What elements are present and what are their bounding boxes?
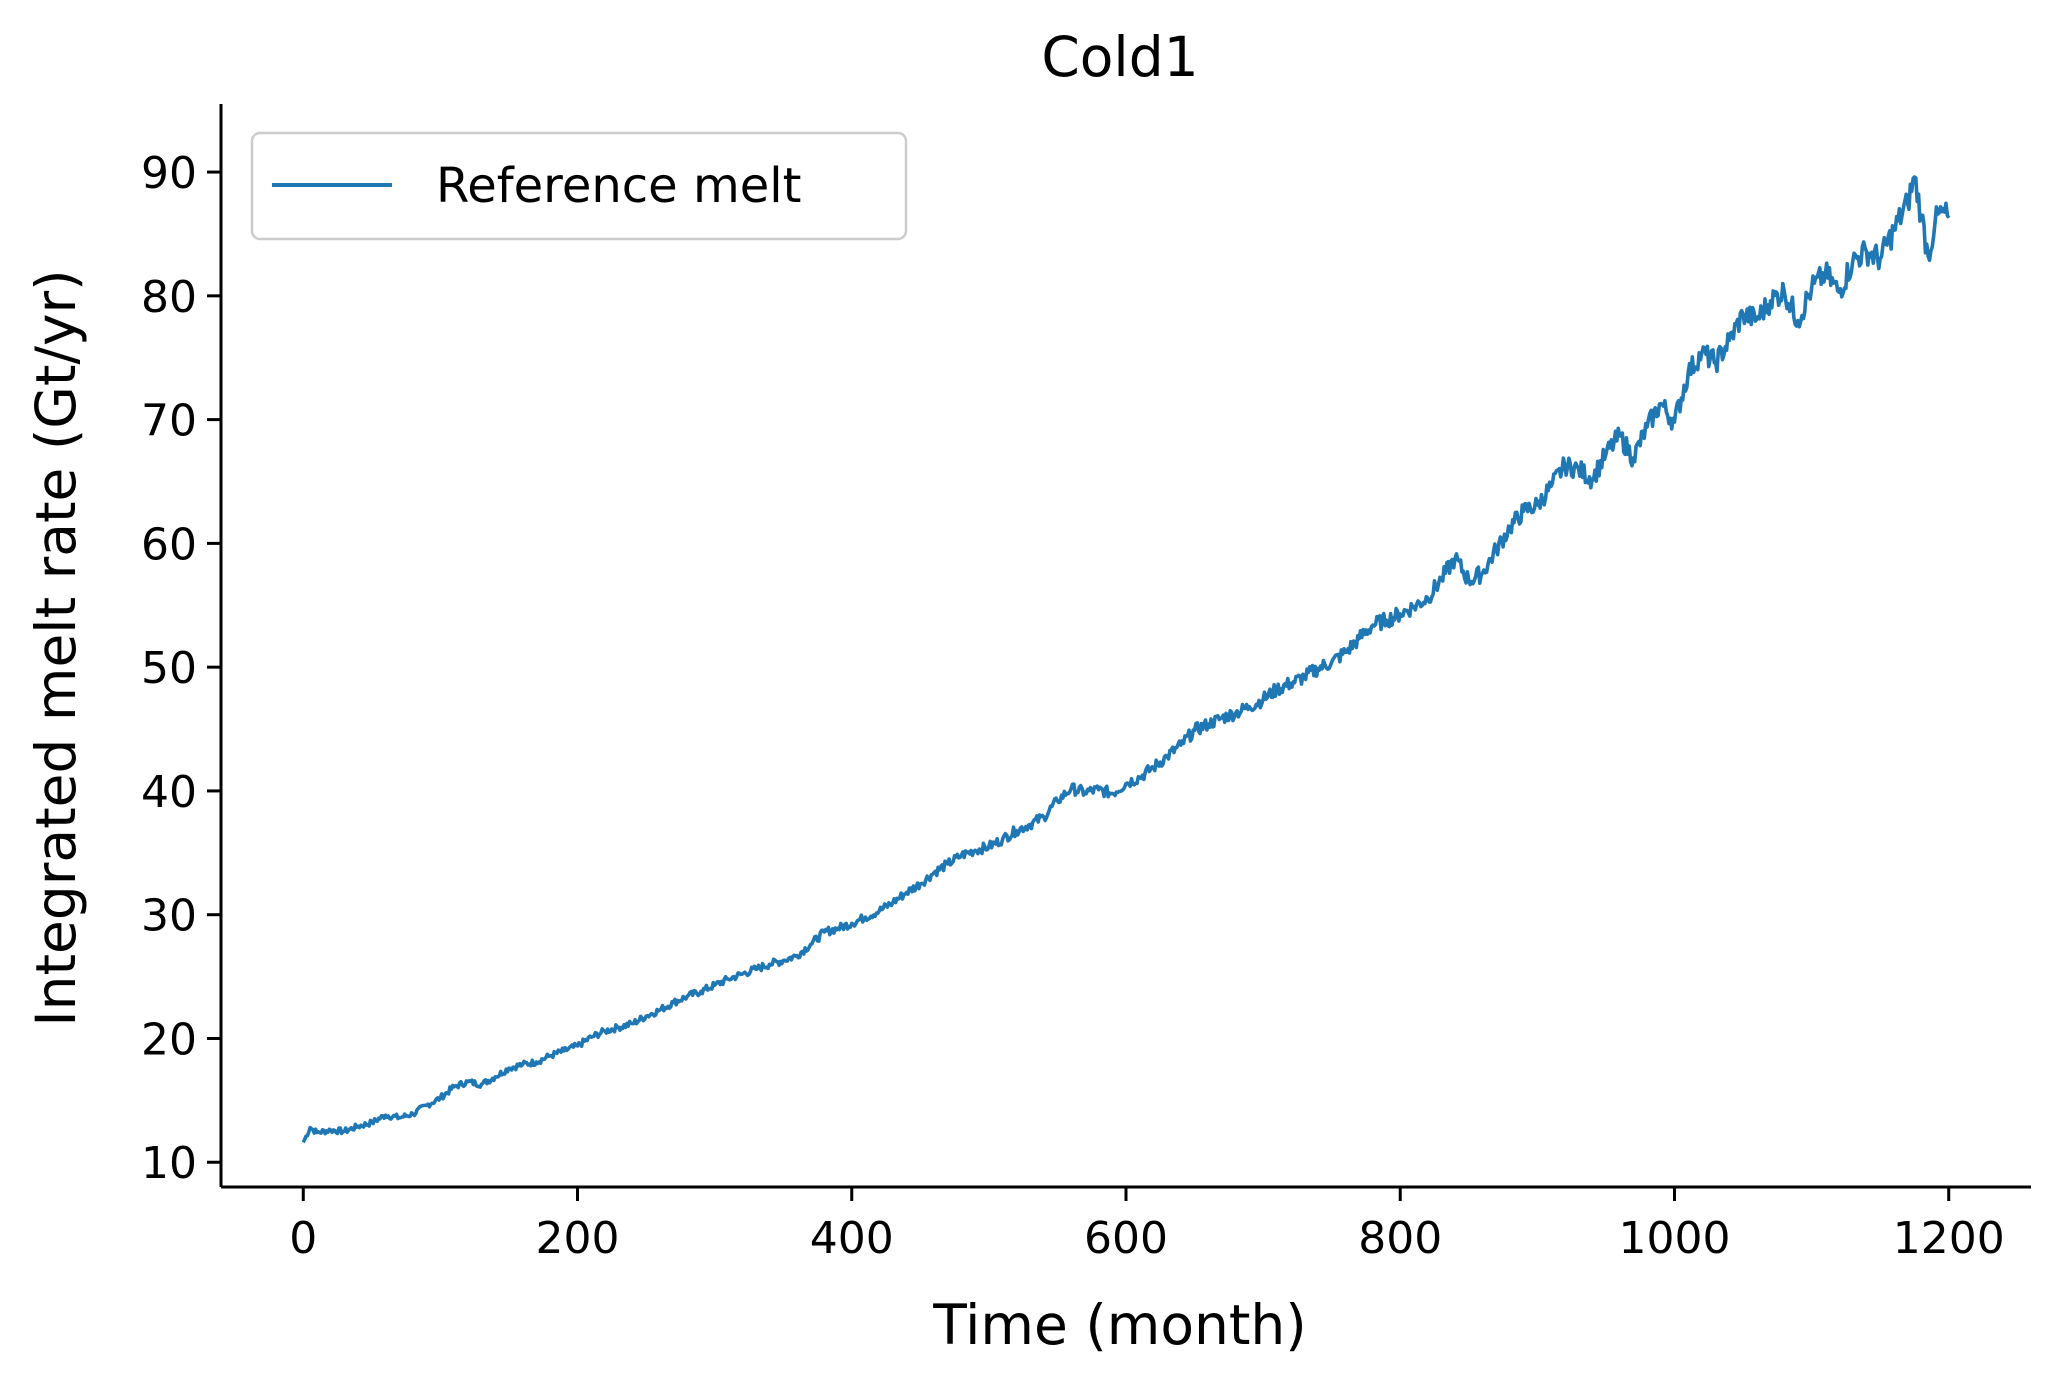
- legend-box: [250, 131, 908, 241]
- legend: Reference melt: [250, 131, 908, 241]
- y-tick-label: 20: [141, 1014, 197, 1065]
- y-tick-label: 10: [141, 1138, 197, 1189]
- x-axis-label: Time (month): [932, 1293, 1307, 1357]
- x-tick-label: 200: [536, 1213, 620, 1264]
- y-tick-label: 50: [141, 643, 197, 694]
- plot-area: [301, 175, 1951, 1144]
- x-tick-label: 0: [289, 1213, 317, 1264]
- x-tick-label: 400: [810, 1213, 894, 1264]
- y-tick-label: 40: [141, 767, 197, 818]
- y-axis-label: Integrated melt rate (Gt/yr): [24, 269, 88, 1026]
- y-tick-label: 70: [141, 396, 197, 447]
- legend-label-reference-melt: Reference melt: [436, 158, 801, 214]
- series-line-reference-melt: [301, 175, 1951, 1144]
- y-tick-label: 30: [141, 891, 197, 942]
- x-tick-label: 1200: [1893, 1213, 2005, 1264]
- y-tick-label: 80: [141, 272, 197, 323]
- x-tick-label: 600: [1084, 1213, 1168, 1264]
- x-tick-label: 800: [1358, 1213, 1442, 1264]
- y-tick-label: 60: [141, 519, 197, 570]
- x-tick-label: 1000: [1618, 1213, 1730, 1264]
- y-tick-label: 90: [141, 148, 197, 199]
- axes: 0 200 400 600 800 1000 1200 10 20 30 40 50 60 70 80 90: [141, 104, 2031, 1264]
- chart-title: Cold1: [1041, 25, 1198, 89]
